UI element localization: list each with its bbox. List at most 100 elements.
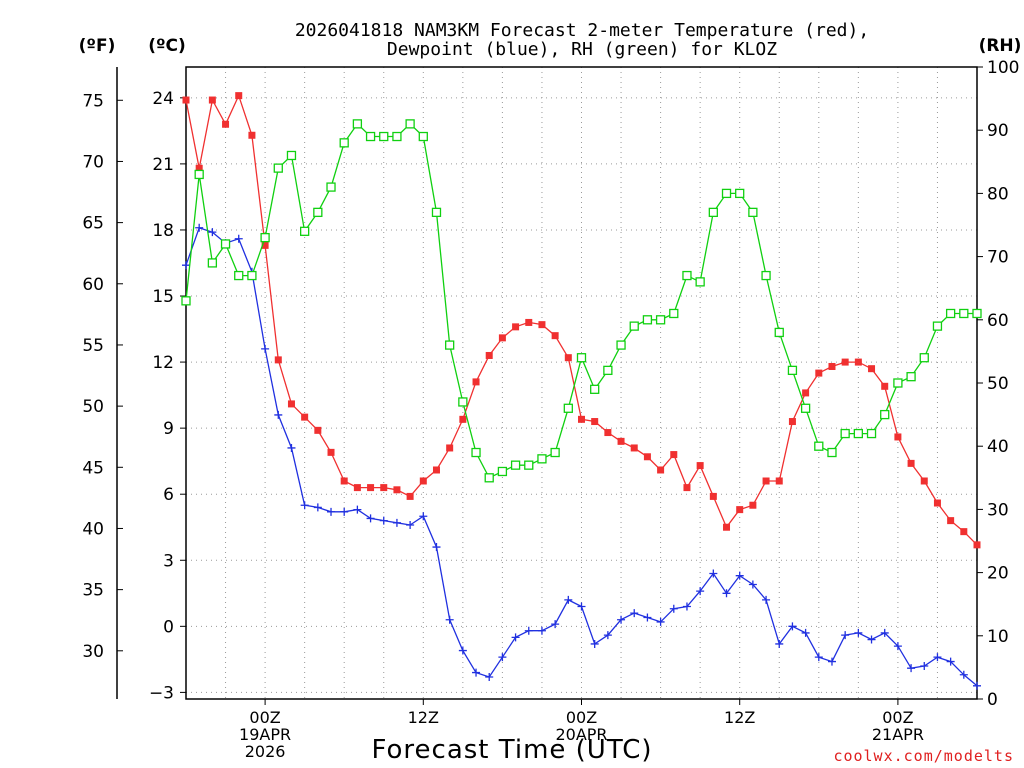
dewpoint-point	[722, 589, 731, 598]
celsius-tick-label: −3	[149, 683, 174, 703]
dewpoint-point	[973, 681, 981, 690]
temperature-point	[235, 92, 243, 100]
dewpoint-point	[577, 602, 586, 611]
dewpoint-point	[893, 642, 902, 651]
rh-point	[866, 428, 877, 439]
temperature-point	[432, 466, 440, 474]
temperature-point	[749, 501, 757, 509]
rh-point	[194, 169, 204, 180]
dewpoint-point	[445, 615, 454, 624]
rh-tick-label: 90	[987, 121, 1009, 141]
rh-point	[418, 131, 428, 142]
rh-point	[708, 207, 718, 218]
dewpoint-point	[208, 228, 217, 237]
temperature-point	[301, 413, 309, 421]
rh-tick-label: 60	[987, 311, 1009, 331]
fahrenheit-tick-label: 35	[82, 581, 104, 601]
dewpoint-point	[472, 668, 481, 677]
temperature-point	[195, 164, 203, 172]
time-tick-label: 12Z	[724, 708, 755, 727]
time-tick-label: 21APR	[872, 725, 924, 744]
rh-point	[695, 277, 705, 287]
watermark: coolwx.com/modelts	[833, 747, 1014, 765]
temperature-point	[498, 334, 506, 342]
dewpoint-point	[617, 615, 626, 624]
temperature-point	[723, 523, 731, 531]
dewpoint-point	[551, 620, 560, 629]
dewpoint-point	[946, 657, 955, 666]
rh-tick-label: 10	[987, 627, 1009, 647]
rh-point	[945, 308, 956, 319]
rh-point	[972, 308, 982, 319]
dewpoint-point	[340, 507, 349, 516]
rh-point	[497, 466, 508, 477]
dewpoint-point	[775, 639, 784, 648]
fahrenheit-tick-label: 45	[82, 458, 104, 478]
time-tick-label: 19APR	[239, 725, 291, 744]
rh-point	[286, 150, 297, 161]
rh-tick-label: 100	[987, 58, 1019, 78]
temperature-point	[578, 415, 585, 423]
temperature-point	[920, 477, 928, 485]
dewpoint-point	[353, 505, 362, 514]
series-rh	[181, 119, 982, 483]
rh-tick-label: 20	[987, 564, 1009, 584]
dewpoint-point	[392, 518, 401, 527]
dewpoint-point	[735, 571, 744, 580]
celsius-tick-label: 0	[163, 617, 174, 637]
rh-point	[247, 270, 257, 281]
dewpoint-point	[907, 664, 916, 673]
temperature-point	[419, 477, 427, 485]
celsius-axis: −3 0 3 6 9 12 15 18 21 24	[149, 89, 186, 703]
temperature-point	[868, 365, 876, 373]
temperature-point	[287, 400, 295, 408]
fahrenheit-axis: 30 35 40 45 50 55 60 65 70 75	[82, 67, 123, 699]
rh-point	[906, 372, 916, 382]
dewpoint-point	[511, 633, 520, 642]
fahrenheit-tick-label: 60	[82, 275, 104, 295]
temperature-point	[828, 362, 836, 370]
celsius-tick-label: 15	[152, 287, 174, 307]
rh-unit-label: (RH)	[979, 36, 1022, 56]
dewpoint-point	[682, 602, 691, 611]
rh-point	[603, 365, 613, 376]
temperature-point	[617, 437, 625, 445]
temperature-point	[762, 477, 770, 485]
rh-point	[761, 270, 771, 281]
dewpoint-point	[801, 628, 810, 637]
temperature-point	[683, 484, 691, 492]
temperature-point	[736, 506, 744, 514]
time-tick-label: 12Z	[408, 708, 439, 727]
time-tick-label: 00Z	[566, 708, 597, 727]
dewpoint-point	[748, 580, 757, 589]
rh-point	[853, 428, 863, 439]
fahrenheit-tick-label: 40	[82, 519, 104, 539]
rh-point	[748, 207, 758, 218]
dewpoint-point	[234, 234, 243, 243]
dewpoint-point	[498, 653, 507, 662]
temperature-point	[973, 541, 981, 549]
temperature-point	[933, 499, 941, 507]
rh-line	[185, 122, 977, 479]
chart-title-line-2: Dewpoint (blue), RH (green) for KLOZ	[387, 39, 777, 60]
temperature-point	[907, 459, 915, 467]
rh-point	[959, 308, 969, 319]
temperature-point	[353, 484, 361, 492]
fahrenheit-tick-label: 30	[82, 642, 104, 662]
dewpoint-point	[195, 223, 204, 232]
dewpoint-point	[379, 516, 388, 525]
time-tick-label: 00Z	[882, 708, 913, 727]
rh-point	[326, 182, 336, 192]
rh-point	[207, 258, 218, 268]
dewpoint-point	[920, 661, 929, 670]
dewpoint-point	[867, 635, 876, 644]
dewpoint-point	[841, 631, 850, 640]
temperature-point	[406, 492, 414, 500]
chart-title-line-1: 2026041818 NAM3KM Forecast 2-meter Tempe…	[295, 20, 869, 41]
rh-point	[550, 447, 560, 458]
temperature-point	[802, 389, 810, 397]
temperature-point	[815, 369, 823, 377]
rh-point	[181, 296, 191, 306]
fahrenheit-tick-label: 75	[82, 91, 104, 111]
